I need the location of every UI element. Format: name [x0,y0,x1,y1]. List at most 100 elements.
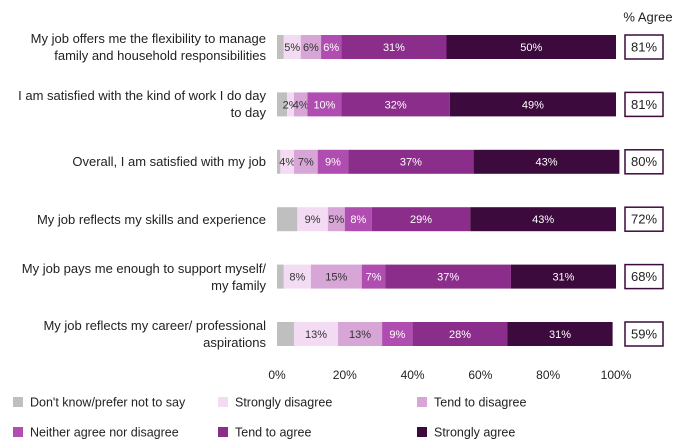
agree-box [624,91,664,118]
data-label: 31% [549,329,571,341]
bar-segment [277,92,288,117]
bar-segment [293,149,318,174]
x-tick-label: 100% [601,368,632,382]
agree-label: 59% [631,326,657,341]
legend-swatch [417,427,427,437]
bar-segment [344,207,372,232]
bar-segment [283,264,311,289]
bar-segment [382,322,413,346]
bar-segment [293,92,308,117]
bar-segment [473,149,620,174]
category-label: My job pays me enough to support myself/… [21,260,266,293]
agree-box [624,263,664,290]
agree-box [624,321,664,347]
legend-swatch [218,397,228,407]
bar-segment [297,207,328,232]
data-label: 31% [383,42,405,54]
data-label: 4% [279,157,295,169]
bar-segment [327,207,345,232]
x-tick-label: 20% [333,368,357,382]
agree-box [624,149,664,175]
data-label: 49% [522,99,544,111]
data-label: 13% [305,329,327,341]
agree-title: % Agree [623,9,672,24]
data-label: 37% [400,157,422,169]
agree-label: 81% [631,39,657,54]
bar-segment [446,35,616,59]
legend-swatch [13,427,23,437]
data-label: 29% [410,214,432,226]
x-tick-label: 40% [401,368,425,382]
data-label: 4% [293,99,309,111]
agree-label: 81% [631,97,657,112]
agree-box [624,34,664,60]
data-label: 8% [350,214,366,226]
bar-segment [449,92,616,117]
bar-segment [283,35,301,59]
bar-segment [341,92,450,117]
bar-segment [287,92,294,117]
data-label: 8% [289,272,305,284]
legend-swatch [417,397,427,407]
bar-segment [300,35,322,59]
bar-segment [470,207,616,232]
legend-label: Strongly agree [434,425,515,439]
data-label: 43% [532,214,554,226]
bar-segment [371,207,471,232]
data-label: 10% [313,99,335,111]
data-label: 32% [385,99,407,111]
agree-label: 80% [631,154,657,169]
x-tick-label: 60% [468,368,492,382]
legend-swatch [218,427,228,437]
category-label: My job offers me the flexibility to mana… [30,31,266,63]
x-tick-label: 0% [268,368,286,382]
x-tick-label: 80% [536,368,560,382]
data-label: 28% [449,329,471,341]
bar-segment [277,264,284,289]
data-label: 31% [552,272,574,284]
bar-segment [348,149,474,174]
bar-segment [321,35,342,59]
agree-label: 68% [631,269,657,284]
bar-segment [507,322,613,346]
bar-segment [338,322,383,346]
legend-label: Tend to disagree [434,395,526,409]
bar-segment [293,322,339,346]
data-label: 9% [305,214,321,226]
bar-segment [310,264,362,289]
bar-segment [341,35,447,59]
data-label: 37% [437,272,459,284]
data-label: 43% [535,157,557,169]
category-label: Overall, I am satisfied with my job [72,154,266,170]
data-label: 5% [284,42,300,54]
legend-label: Neither agree nor disagree [30,425,179,439]
bar-segment [385,264,511,289]
bar-segment [317,149,349,174]
data-label: 13% [349,329,371,341]
bar-segment [412,322,508,346]
data-label: 15% [325,272,347,284]
bar-segment [307,92,342,117]
bar-segment [280,149,294,174]
category-label: My job reflects my skills and experience [36,211,266,227]
data-label: 9% [325,157,341,169]
data-label: 7% [298,157,314,169]
legend-label: Tend to agree [235,425,311,439]
bar-segment [510,264,616,289]
data-label: 6% [323,42,339,54]
data-label: 9% [389,329,405,341]
bar-segment [361,264,386,289]
agree-label: 72% [631,212,657,227]
legend-label: Strongly disagree [235,395,332,409]
category-label: I am satisfied with the kind of work I d… [18,88,266,121]
bar-segment [277,322,294,346]
bar-segment [277,149,281,174]
bar-segment [277,35,284,59]
data-label: 50% [520,42,542,54]
category-label: My job reflects my career/ professional … [43,318,266,350]
agree-box [624,206,664,232]
legend-swatch [13,397,23,407]
bar-segment [277,207,298,232]
data-label: 6% [303,42,319,54]
